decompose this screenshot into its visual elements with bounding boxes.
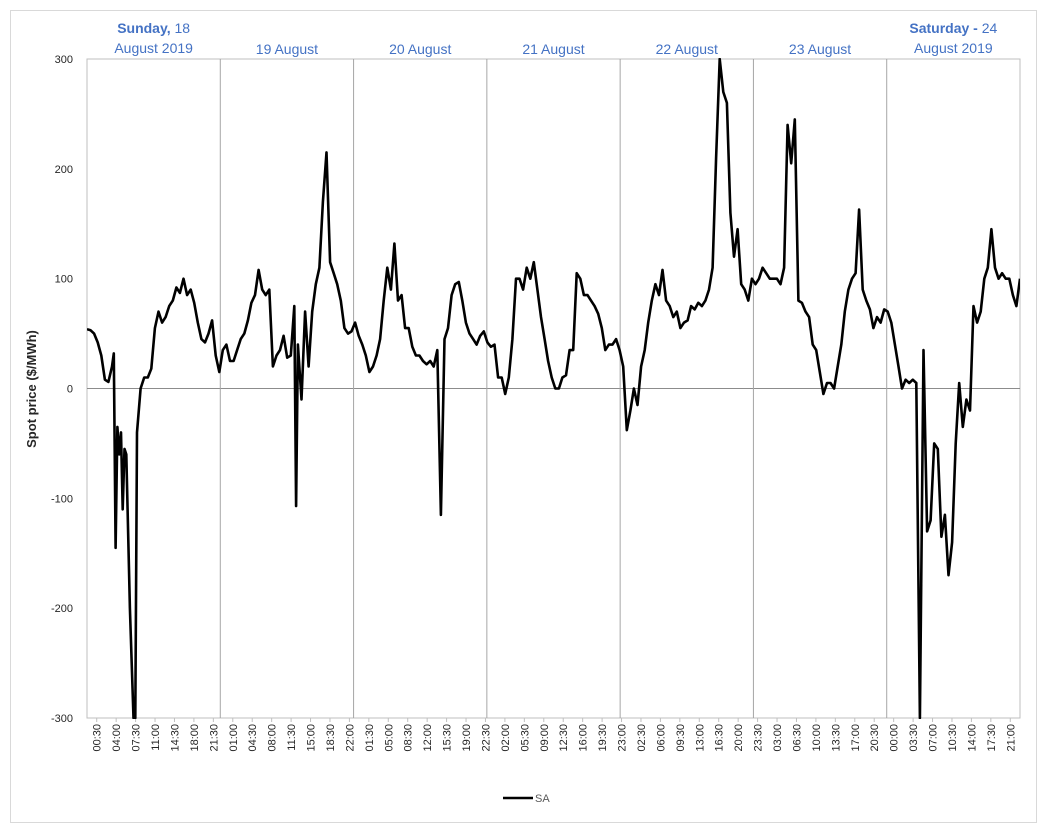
x-tick-label: 00:00 bbox=[889, 724, 901, 752]
legend-label: SA bbox=[535, 793, 550, 805]
day-label-line2: August 2019 bbox=[914, 40, 993, 56]
y-tick-label: 300 bbox=[55, 54, 73, 66]
x-tick-label: 08:30 bbox=[403, 724, 415, 752]
x-tick-label: 15:00 bbox=[306, 724, 318, 752]
x-tick-label: 15:30 bbox=[442, 724, 454, 752]
x-tick-label: 21:30 bbox=[208, 724, 220, 752]
y-tick-label: -100 bbox=[51, 493, 73, 505]
x-tick-label: 07:00 bbox=[928, 724, 940, 752]
x-tick-label: 18:30 bbox=[325, 724, 337, 752]
x-tick-label: 11:30 bbox=[286, 724, 298, 751]
x-tick-label: 03:30 bbox=[908, 724, 920, 752]
x-tick-label: 18:00 bbox=[189, 724, 201, 752]
y-tick-label: 100 bbox=[55, 274, 73, 286]
day-label-line1: Saturday - 24 bbox=[909, 20, 997, 36]
y-axis-ticks: 300 200 100 0 -100 -200 -300 bbox=[51, 54, 73, 725]
x-tick-label: 09:30 bbox=[675, 724, 687, 752]
legend: SA bbox=[503, 793, 550, 805]
x-tick-label: 17:00 bbox=[850, 724, 862, 752]
x-tick-label: 02:00 bbox=[500, 724, 512, 752]
x-tick-label: 04:30 bbox=[247, 724, 259, 752]
chart-frame bbox=[10, 10, 1037, 823]
y-axis-label: Spot price ($/MWh) bbox=[24, 330, 39, 448]
x-tick-label: 19:00 bbox=[461, 724, 473, 752]
x-tick-label: 21:00 bbox=[1005, 724, 1017, 752]
x-tick-label: 01:30 bbox=[364, 724, 376, 752]
x-tick-label: 16:00 bbox=[578, 724, 590, 752]
y-tick-label: -300 bbox=[51, 713, 73, 725]
x-tick-label: 02:30 bbox=[636, 724, 648, 752]
x-tick-label: 00:30 bbox=[92, 724, 104, 752]
y-tick-label: -200 bbox=[51, 603, 73, 615]
x-tick-label: 22:30 bbox=[480, 724, 492, 752]
x-tick-label: 05:00 bbox=[383, 724, 395, 752]
x-tick-label: 01:00 bbox=[228, 724, 240, 752]
grid-lines bbox=[86, 58, 1021, 719]
x-tick-label: 12:30 bbox=[558, 724, 570, 752]
y-tick-label: 0 bbox=[67, 384, 73, 396]
day-label-line2: August 2019 bbox=[114, 40, 193, 56]
x-tick-label: 10:30 bbox=[947, 724, 959, 752]
x-tick-label: 13:30 bbox=[830, 724, 842, 752]
x-tick-label: 11:00 bbox=[150, 724, 162, 751]
day-label-line1: 22 August bbox=[656, 41, 718, 57]
x-tick-label: 19:30 bbox=[597, 724, 609, 752]
x-tick-label: 23:30 bbox=[753, 724, 765, 752]
x-tick-label: 14:30 bbox=[169, 724, 181, 752]
x-tick-label: 03:00 bbox=[772, 724, 784, 752]
x-axis-ticks: 00:30 04:00 07:30 11:00 14:30 18:00 21:30 01:00… bbox=[92, 718, 1017, 752]
x-tick-label: 13:00 bbox=[694, 724, 706, 752]
x-tick-label: 06:00 bbox=[655, 724, 667, 752]
day-label-line1: 21 August bbox=[522, 41, 584, 57]
x-tick-label: 09:00 bbox=[539, 724, 551, 752]
x-tick-label: 04:00 bbox=[111, 724, 123, 752]
x-tick-label: 20:30 bbox=[869, 724, 881, 752]
x-tick-label: 22:00 bbox=[344, 724, 356, 752]
x-tick-label: 16:30 bbox=[714, 724, 726, 752]
y-tick-label: 200 bbox=[55, 164, 73, 176]
series-lines bbox=[87, 58, 1020, 719]
x-tick-label: 08:00 bbox=[267, 724, 279, 752]
x-tick-label: 07:30 bbox=[131, 724, 143, 752]
day-label-line1: 19 August bbox=[256, 41, 318, 57]
x-tick-label: 12:00 bbox=[422, 724, 434, 752]
x-tick-label: 05:30 bbox=[519, 724, 531, 752]
x-tick-label: 06:30 bbox=[791, 724, 803, 752]
x-tick-label: 23:00 bbox=[617, 724, 629, 752]
day-label-line1: 20 August bbox=[389, 41, 451, 57]
x-tick-label: 14:00 bbox=[966, 724, 978, 752]
day-labels: Sunday, 18 August 2019 19 August 20 August 2… bbox=[114, 20, 997, 57]
day-label-line1: 23 August bbox=[789, 41, 851, 57]
x-tick-label: 20:00 bbox=[733, 724, 745, 752]
x-tick-label: 17:30 bbox=[986, 724, 998, 752]
x-tick-label: 10:00 bbox=[811, 724, 823, 752]
day-label-line1: Sunday, 18 bbox=[117, 20, 190, 36]
series-line-sa bbox=[87, 58, 1020, 719]
